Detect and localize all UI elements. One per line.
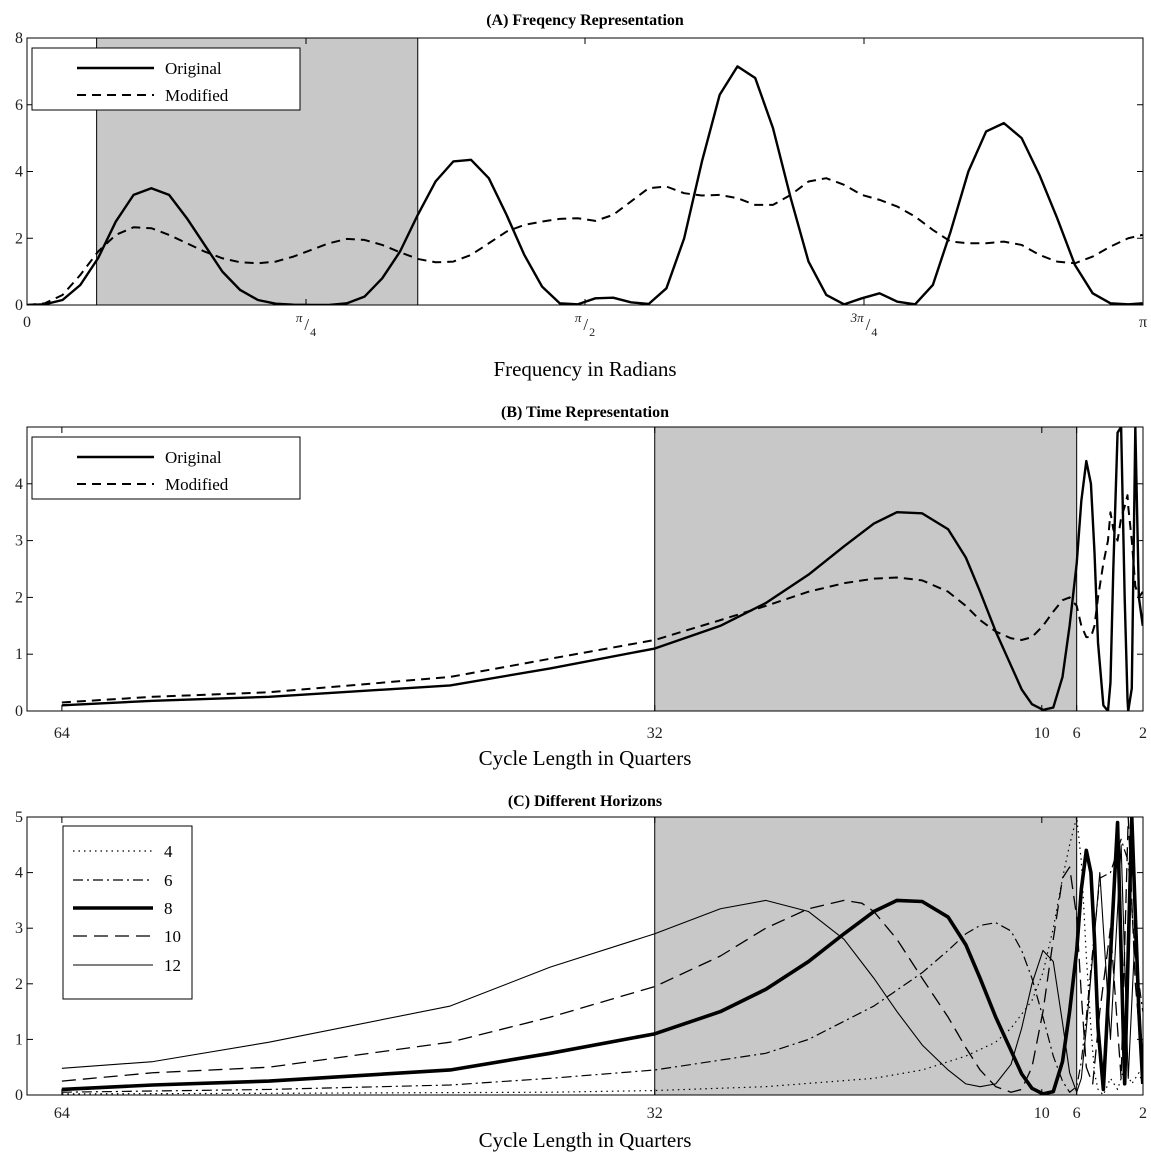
series-line-10	[61, 817, 1143, 1093]
series-line-8	[61, 817, 1143, 1095]
xtick-label: 10	[1034, 1105, 1050, 1122]
ytick-label: 0	[15, 297, 23, 314]
legend-label: 12	[164, 956, 181, 975]
x-axis-label: Frequency in Radians	[493, 357, 676, 381]
axes-frame	[26, 426, 1144, 712]
series-line-original	[27, 65, 1143, 305]
legend-label: 6	[164, 871, 173, 890]
shaded-band	[654, 426, 1078, 712]
ytick-label: 4	[15, 865, 23, 882]
xtick-label: 32	[647, 1105, 663, 1122]
xtick-label: 6	[1073, 725, 1081, 742]
x-axis-label: Cycle Length in Quarters	[479, 1128, 692, 1152]
x-axis-label: Cycle Length in Quarters	[479, 746, 692, 770]
xtick-label: 6	[1073, 1105, 1081, 1122]
legend-label: Modified	[165, 475, 229, 494]
xtick-label: 32	[647, 725, 663, 742]
xtick-label: π	[1139, 314, 1147, 331]
series-line-modified	[27, 177, 1143, 305]
series-line-modified	[61, 494, 1143, 704]
legend-box	[31, 436, 301, 500]
legend-label: 10	[164, 927, 181, 946]
ytick-label: 4	[15, 164, 23, 181]
xtick-label: 64	[54, 725, 70, 742]
xtick-label: 10	[1034, 725, 1050, 742]
series-line-4	[61, 817, 1143, 1095]
series-line-6	[61, 838, 1143, 1093]
panel-a: 0 2 4 6 8 0 π/4 π/2 3π/4 π (A) Freqency Representa…	[15, 12, 1147, 381]
panel-b: 0 1 2 3 4 64 32 10 6 2 (B) Time Representation Cycl…	[15, 404, 1147, 770]
ytick-label: 0	[15, 703, 23, 720]
legend: Original Modified	[31, 436, 301, 500]
ytick-label: 2	[15, 976, 23, 993]
xtick-label: π/2	[575, 310, 595, 339]
axes-frame	[26, 816, 1144, 1096]
series-line-12	[61, 844, 1143, 1093]
ytick-label: 3	[15, 533, 23, 550]
xtick-label: 0	[23, 314, 31, 331]
legend-label: Original	[165, 448, 222, 467]
legend: Original Modified	[31, 47, 301, 111]
legend-label: 8	[164, 899, 173, 918]
ytick-label: 1	[15, 1031, 23, 1048]
legend-box	[31, 47, 301, 111]
xtick-label: 3π/4	[850, 310, 878, 339]
series-group	[27, 65, 1143, 305]
ytick-label: 3	[15, 920, 23, 937]
chart-title: (C) Different Horizons	[508, 793, 662, 810]
series-group	[61, 427, 1143, 711]
xtick-label: π/4	[296, 310, 316, 339]
ytick-label: 0	[15, 1087, 23, 1104]
ytick-label: 6	[15, 97, 23, 114]
ytick-label: 8	[15, 30, 23, 47]
legend-label: Original	[165, 59, 222, 78]
ytick-label: 4	[15, 476, 23, 493]
chart-title: (A) Freqency Representation	[486, 12, 684, 29]
ytick-label: 2	[15, 230, 23, 247]
legend: 4 6 8 10 12	[62, 825, 193, 1000]
chart-title: (B) Time Representation	[501, 404, 669, 421]
legend-box	[62, 825, 193, 1000]
xtick-label: 2	[1139, 1105, 1147, 1122]
ytick-label: 2	[15, 589, 23, 606]
ytick-label: 1	[15, 646, 23, 663]
xtick-label: 2	[1139, 725, 1147, 742]
series-line-original	[61, 427, 1143, 711]
xtick-label: 64	[54, 1105, 70, 1122]
ytick-label: 5	[15, 809, 23, 826]
series-group	[61, 817, 1143, 1095]
legend-label: Modified	[165, 86, 229, 105]
legend-label: 4	[164, 842, 173, 861]
